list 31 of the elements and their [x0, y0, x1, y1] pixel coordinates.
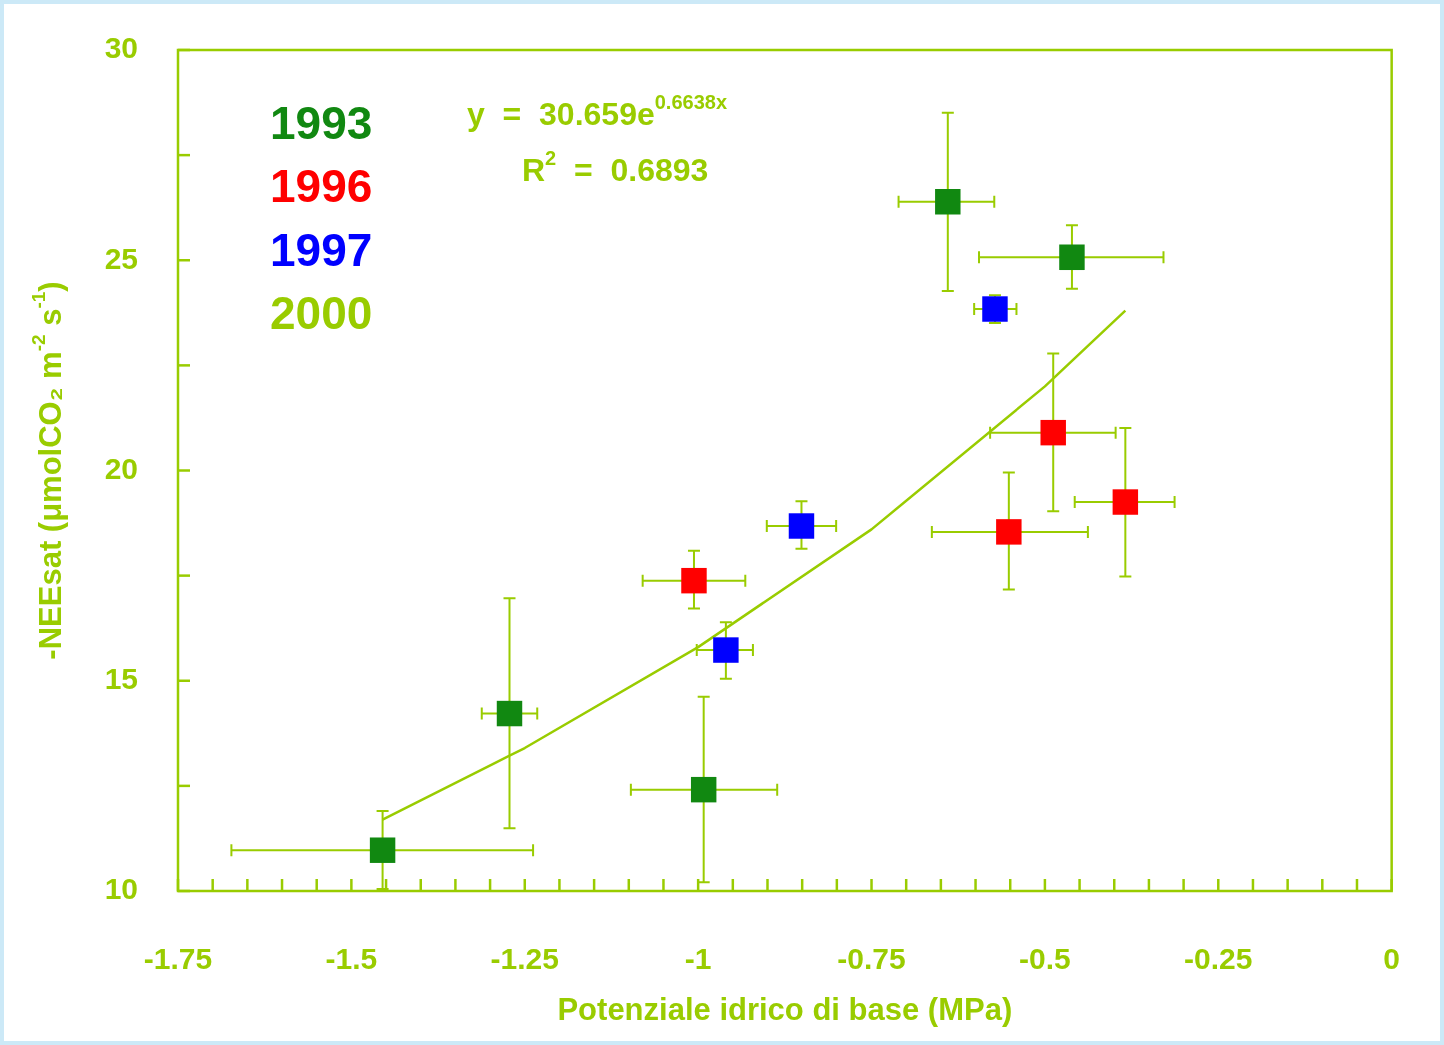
legend-label: 2000 — [270, 287, 373, 340]
point — [690, 776, 717, 803]
x-tick-label: -0.25 — [1184, 942, 1253, 976]
text: 1997 — [270, 223, 373, 276]
y-tick-label: 20 — [104, 451, 138, 485]
x-tick-label: -0.75 — [837, 942, 906, 976]
point — [982, 296, 1008, 322]
x-tick-label: -0.5 — [1019, 942, 1071, 976]
point — [713, 637, 739, 663]
point — [681, 567, 707, 594]
point — [496, 700, 523, 727]
x-tick-label: -1 — [684, 942, 712, 976]
y-axis-title: -NEEsat (μmolCO₂ m-2 s-1) — [27, 281, 68, 660]
text: 1993 — [270, 96, 373, 149]
point — [1059, 244, 1085, 271]
point — [788, 513, 815, 539]
x-axis-title: Potenziale idrico di base (MPa) — [557, 991, 1013, 1027]
x-tick-label: -1.75 — [143, 942, 213, 976]
x-tick-label: 0 — [1383, 942, 1400, 976]
point — [996, 519, 1022, 545]
y-tick-label: 30 — [104, 31, 138, 65]
point — [369, 837, 396, 863]
y-tick-label: 10 — [104, 872, 138, 906]
x-tick-label: -1.25 — [490, 942, 559, 976]
point — [1040, 419, 1066, 446]
x-tick-label: -1.5 — [325, 942, 378, 976]
y-tick-label: 25 — [104, 241, 138, 275]
y-tick-label: 15 — [104, 662, 138, 696]
point — [935, 189, 961, 215]
text: 1996 — [270, 160, 373, 213]
point — [1112, 489, 1139, 515]
